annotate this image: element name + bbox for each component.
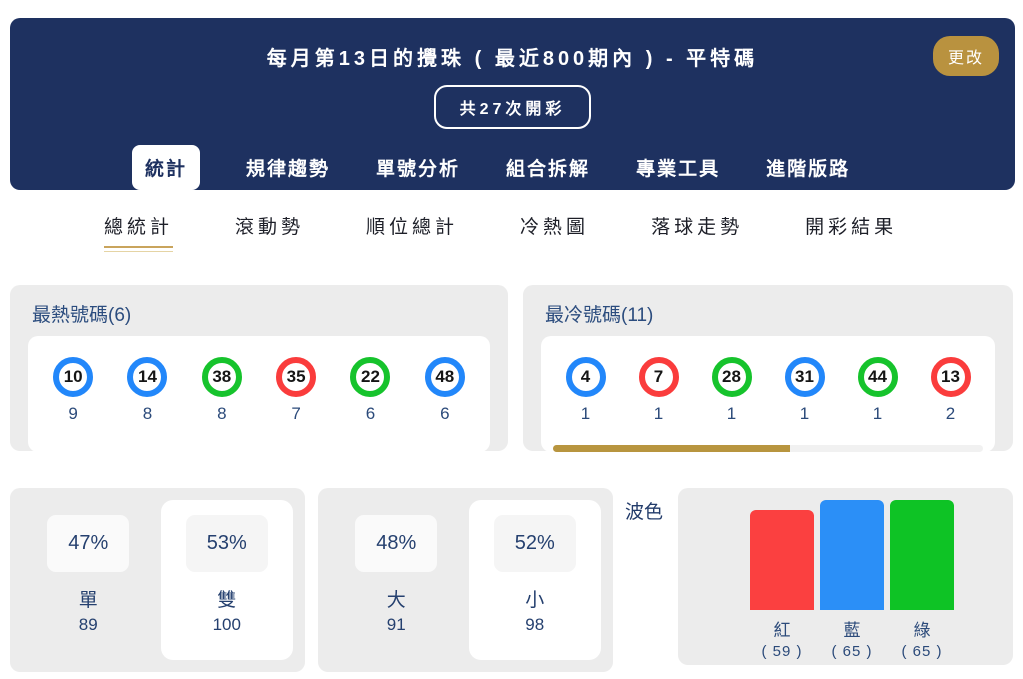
subtab-rolling[interactable]: 滾動勢	[235, 217, 305, 238]
small-count: 98	[525, 615, 545, 634]
odd-label: 單	[78, 590, 98, 611]
lottery-ball: 22	[350, 357, 391, 397]
hot-ball-item: 35 7	[266, 357, 326, 424]
lottery-ball: 38	[201, 357, 242, 397]
blue-bar	[820, 500, 884, 610]
tab-pro-tools[interactable]: 專業工具	[636, 159, 721, 180]
hot-numbers-title: 最熱號碼(6)	[32, 305, 132, 326]
even-count: 100	[212, 615, 241, 634]
ball-frequency: 1	[872, 404, 883, 423]
cold-ball-item: 44 1	[848, 357, 908, 424]
small-column: 52% 小 98	[468, 500, 601, 660]
color-wave-card: 紅 ( 59 ) 藍 ( 65 ) 綠 ( 65 )	[678, 488, 1013, 665]
tab-pattern-trend[interactable]: 規律趨勢	[246, 159, 331, 180]
hot-ball-item: 38 8	[192, 357, 252, 424]
change-button[interactable]: 更改	[932, 36, 999, 76]
subtab-ball-trend[interactable]: 落球走勢	[651, 217, 744, 238]
lottery-ball: 28	[711, 357, 752, 397]
tab-number-analysis[interactable]: 單號分析	[376, 159, 461, 180]
red-bar-name: 紅	[773, 621, 791, 640]
color-wave-bar-labels: 紅 ( 59 ) 藍 ( 65 ) 綠 ( 65 )	[750, 616, 954, 660]
cold-ball-item: 13 2	[921, 357, 981, 424]
page-title: 每月第13日的攪珠 ( 最近800期內 ) - 平特碼	[266, 48, 759, 70]
big-percent: 48%	[355, 515, 438, 572]
horizontal-scrollbar-track[interactable]	[553, 445, 983, 452]
tab-advanced-road[interactable]: 進階版路	[766, 159, 851, 180]
lottery-ball: 44	[857, 357, 898, 397]
odd-even-card: 47% 單 89 53% 雙 100	[10, 488, 305, 672]
cold-ball-item: 4 1	[556, 357, 616, 424]
red-bar	[750, 510, 814, 610]
big-count: 91	[386, 615, 406, 634]
big-small-card: 48% 大 91 52% 小 98	[318, 488, 613, 672]
odd-percent: 47%	[47, 515, 130, 572]
ball-frequency: 6	[440, 404, 450, 423]
small-label: 小	[525, 590, 545, 611]
even-percent: 53%	[185, 515, 268, 572]
cold-numbers-card: 最冷號碼(11) 4 1 7 1 28 1 31 1 44 1	[523, 285, 1013, 452]
lottery-ball: 13	[930, 357, 971, 397]
odd-column: 47% 單 89	[22, 500, 155, 660]
ball-frequency: 6	[365, 404, 376, 423]
sub-tab-bar: 總統計 滾動勢 順位總計 冷熱圖 落球走勢 開彩結果	[104, 212, 897, 252]
blue-bar-label-cell: 藍 ( 65 )	[820, 616, 884, 660]
blue-bar-count: ( 65 )	[831, 643, 873, 660]
small-percent: 52%	[493, 515, 576, 572]
green-bar	[890, 500, 954, 610]
lottery-ball: 10	[53, 357, 94, 397]
hot-ball-item: 48 6	[415, 357, 475, 424]
hot-numbers-panel: 10 9 14 8 38 8 35 7 22 6 48 6	[28, 336, 490, 452]
horizontal-scrollbar-thumb[interactable]	[553, 445, 790, 452]
green-bar-count: ( 65 )	[901, 643, 943, 660]
color-wave-label: 波色	[625, 502, 664, 523]
hot-ball-item: 10 9	[43, 357, 103, 424]
main-tab-bar: 統計 規律趨勢 單號分析 組合拆解 專業工具 進階版路	[132, 145, 1015, 190]
ball-frequency: 1	[799, 404, 810, 423]
cold-numbers-title: 最冷號碼(11)	[545, 305, 654, 326]
red-bar-count: ( 59 )	[761, 643, 803, 660]
cold-ball-item: 31 1	[775, 357, 835, 424]
tab-statistics[interactable]: 統計	[132, 145, 201, 190]
ball-frequency: 9	[68, 404, 78, 423]
subtab-total-stats[interactable]: 總統計	[104, 212, 173, 252]
ball-frequency: 8	[142, 404, 153, 423]
lottery-ball: 14	[127, 357, 168, 397]
color-wave-bar-chart	[750, 500, 954, 610]
green-bar-name: 綠	[913, 621, 931, 640]
tab-combination[interactable]: 組合拆解	[506, 159, 591, 180]
hot-ball-item: 22 6	[340, 357, 400, 424]
draw-count-pill: 共27次開彩	[433, 85, 592, 129]
lottery-ball: 4	[565, 357, 606, 397]
cold-ball-item: 28 1	[702, 357, 762, 424]
ball-frequency: 1	[726, 404, 737, 423]
lottery-ball: 48	[424, 357, 465, 397]
hot-numbers-card: 最熱號碼(6) 10 9 14 8 38 8 35 7 22 6	[10, 285, 508, 452]
ball-frequency: 1	[653, 404, 664, 423]
lottery-ball: 7	[638, 357, 679, 397]
lottery-ball: 35	[276, 357, 317, 397]
blue-bar-name: 藍	[843, 621, 861, 640]
subtab-draw-results[interactable]: 開彩結果	[805, 217, 898, 238]
green-bar-label-cell: 綠 ( 65 )	[890, 616, 954, 660]
odd-count: 89	[78, 615, 98, 634]
subtab-hot-cold-map[interactable]: 冷熱圖	[520, 217, 590, 238]
ball-frequency: 2	[945, 404, 956, 423]
ball-frequency: 1	[580, 404, 591, 423]
cold-numbers-panel: 4 1 7 1 28 1 31 1 44 1 13 2	[541, 336, 995, 452]
red-bar-label-cell: 紅 ( 59 )	[750, 616, 814, 660]
lottery-ball: 31	[784, 357, 825, 397]
hot-ball-item: 14 8	[117, 357, 177, 424]
ball-frequency: 7	[291, 404, 301, 423]
big-column: 48% 大 91	[330, 500, 463, 660]
big-label: 大	[386, 590, 406, 611]
even-column: 53% 雙 100	[160, 500, 293, 660]
ball-frequency: 8	[217, 404, 227, 423]
header-panel: 每月第13日的攪珠 ( 最近800期內 ) - 平特碼 更改 共27次開彩 統計…	[10, 18, 1015, 190]
cold-ball-item: 7 1	[629, 357, 689, 424]
subtab-position-total[interactable]: 順位總計	[366, 217, 459, 238]
even-label: 雙	[217, 590, 237, 611]
